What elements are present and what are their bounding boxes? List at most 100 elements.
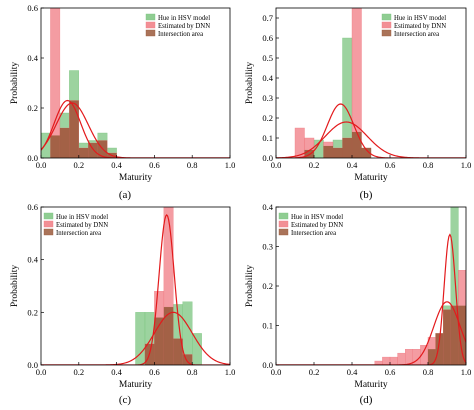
x-tick-label: 0.0	[271, 160, 282, 170]
x-tick-label: 0.6	[149, 160, 160, 170]
legend-label: Intersection area	[158, 31, 203, 38]
y-tick-label: 0.4	[27, 255, 38, 265]
legend-swatch	[145, 13, 156, 21]
bar-intersection	[69, 100, 79, 158]
axes-frame	[275, 7, 467, 159]
legend-swatch	[43, 228, 54, 236]
y-tick-label: 0.0	[262, 360, 273, 370]
x-tick-label: 1.0	[461, 160, 472, 170]
panel-label: (a)	[119, 189, 132, 201]
bar-intersection	[352, 132, 362, 158]
legend-label: Estimated by DNN	[56, 222, 108, 229]
legend-swatch	[145, 21, 156, 29]
bar-dnn	[382, 356, 391, 365]
legend-swatch	[278, 220, 289, 228]
x-tick-label: 0.0	[271, 367, 282, 377]
legend-swatch	[381, 13, 392, 21]
y-axis-label: Probability	[10, 62, 20, 104]
chart-panel-3: 0.0 0.2 0.4 0.6 0.8 1.0 0.0 0.2 0.4 0.6 Maturity Pr…	[10, 202, 235, 390]
legend-label: Estimated by DNN	[158, 23, 210, 30]
axes-frame	[40, 7, 231, 159]
legend-label: Intersection area	[394, 31, 439, 38]
y-tick-label: 0.1	[262, 321, 273, 331]
plot-area	[41, 8, 230, 158]
bar-intersection	[50, 135, 60, 158]
bar-intersection	[443, 309, 451, 365]
x-axis-label: Maturity	[354, 380, 387, 390]
x-tick-label: 0.8	[423, 367, 434, 377]
bar-dnn	[163, 207, 174, 365]
legend-label: Hue in HSV model	[291, 214, 343, 221]
legend-swatch	[43, 212, 54, 220]
x-tick-label: 0.4	[111, 367, 122, 377]
legend-swatch	[43, 220, 54, 228]
y-tick-label: 0.2	[27, 103, 38, 113]
y-tick-label: 0.2	[262, 281, 273, 291]
panel-label: (d)	[360, 394, 373, 406]
y-tick-label: 0.5	[262, 53, 273, 63]
bar-intersection	[173, 338, 183, 365]
legend-label: Intersection area	[56, 230, 101, 237]
bar-hue-hsv	[191, 333, 202, 365]
x-tick-label: 0.8	[187, 367, 198, 377]
legend-swatch	[381, 29, 392, 37]
legend-swatch	[278, 212, 289, 220]
x-tick-label: 0.2	[309, 367, 320, 377]
chart-panel-4: 0.0 0.2 0.4 0.6 0.8 1.0 0.0 0.1 0.2 0.3 0.4 Maturit…	[245, 202, 472, 390]
x-tick-label: 0.8	[423, 160, 434, 170]
legend-swatch	[381, 21, 392, 29]
bar-intersection	[435, 333, 444, 365]
x-tick-label: 0.8	[187, 160, 198, 170]
y-tick-label: 0.0	[262, 153, 273, 163]
y-tick-label: 0.4	[27, 53, 38, 63]
bar-intersection	[182, 354, 193, 365]
legend-swatch	[278, 228, 289, 236]
y-tick-label: 0.1	[262, 133, 273, 143]
x-tick-label: 1.0	[461, 367, 472, 377]
bar-intersection	[458, 305, 466, 365]
x-axis-label: Maturity	[119, 173, 152, 183]
x-tick-label: 0.2	[309, 160, 320, 170]
chart-panel-2: 0.0 0.2 0.4 0.6 0.8 1.0 0.0 0.1 0.2 0.3 0.4 0.5 0.6 0…	[245, 7, 472, 183]
bar-intersection	[88, 143, 98, 158]
fit-curve	[276, 103, 466, 158]
bar-intersection	[333, 148, 343, 158]
bar-intersection	[361, 148, 371, 158]
bar-dnn	[304, 137, 315, 158]
y-axis-label: Probability	[245, 62, 255, 104]
y-tick-label: 0.3	[262, 93, 273, 103]
legend-label: Hue in HSV model	[394, 15, 446, 22]
legend-label: Estimated by DNN	[291, 222, 343, 229]
y-tick-label: 0.6	[262, 33, 273, 43]
y-tick-label: 0.0	[27, 360, 38, 370]
y-tick-label: 0.3	[262, 242, 273, 252]
fit-curve	[41, 311, 230, 365]
bar-intersection	[450, 305, 459, 365]
y-tick-label: 0.4	[262, 73, 273, 83]
plot-area	[276, 207, 466, 365]
bar-intersection	[59, 128, 70, 158]
y-tick-label: 0.6	[27, 3, 38, 13]
x-tick-label: 0.6	[149, 367, 160, 377]
bar-dnn	[397, 352, 406, 365]
x-tick-label: 0.2	[73, 367, 84, 377]
x-tick-label: 0.6	[385, 160, 396, 170]
bar-intersection	[342, 138, 352, 158]
x-axis-label: Maturity	[354, 173, 387, 183]
chart-panel-1: 0.0 0.2 0.4 0.6 0.8 1.0 0.0 0.2 0.4 0.6 Maturity Pr…	[10, 3, 235, 183]
panel-label: (c)	[119, 394, 132, 406]
legend-label: Estimated by DNN	[394, 23, 446, 30]
y-tick-label: 0.0	[27, 153, 38, 163]
bar-intersection	[154, 317, 164, 365]
x-tick-label: 0.6	[385, 367, 396, 377]
bar-intersection	[163, 307, 174, 365]
x-tick-label: 0.4	[347, 160, 358, 170]
y-tick-label: 0.4	[262, 202, 273, 212]
y-axis-label: Probability	[10, 265, 20, 307]
fit-curve	[41, 99, 230, 158]
fit-curve	[276, 233, 466, 365]
bar-intersection	[78, 148, 89, 158]
bar-dnn	[50, 8, 61, 158]
y-tick-label: 0.2	[27, 307, 38, 317]
